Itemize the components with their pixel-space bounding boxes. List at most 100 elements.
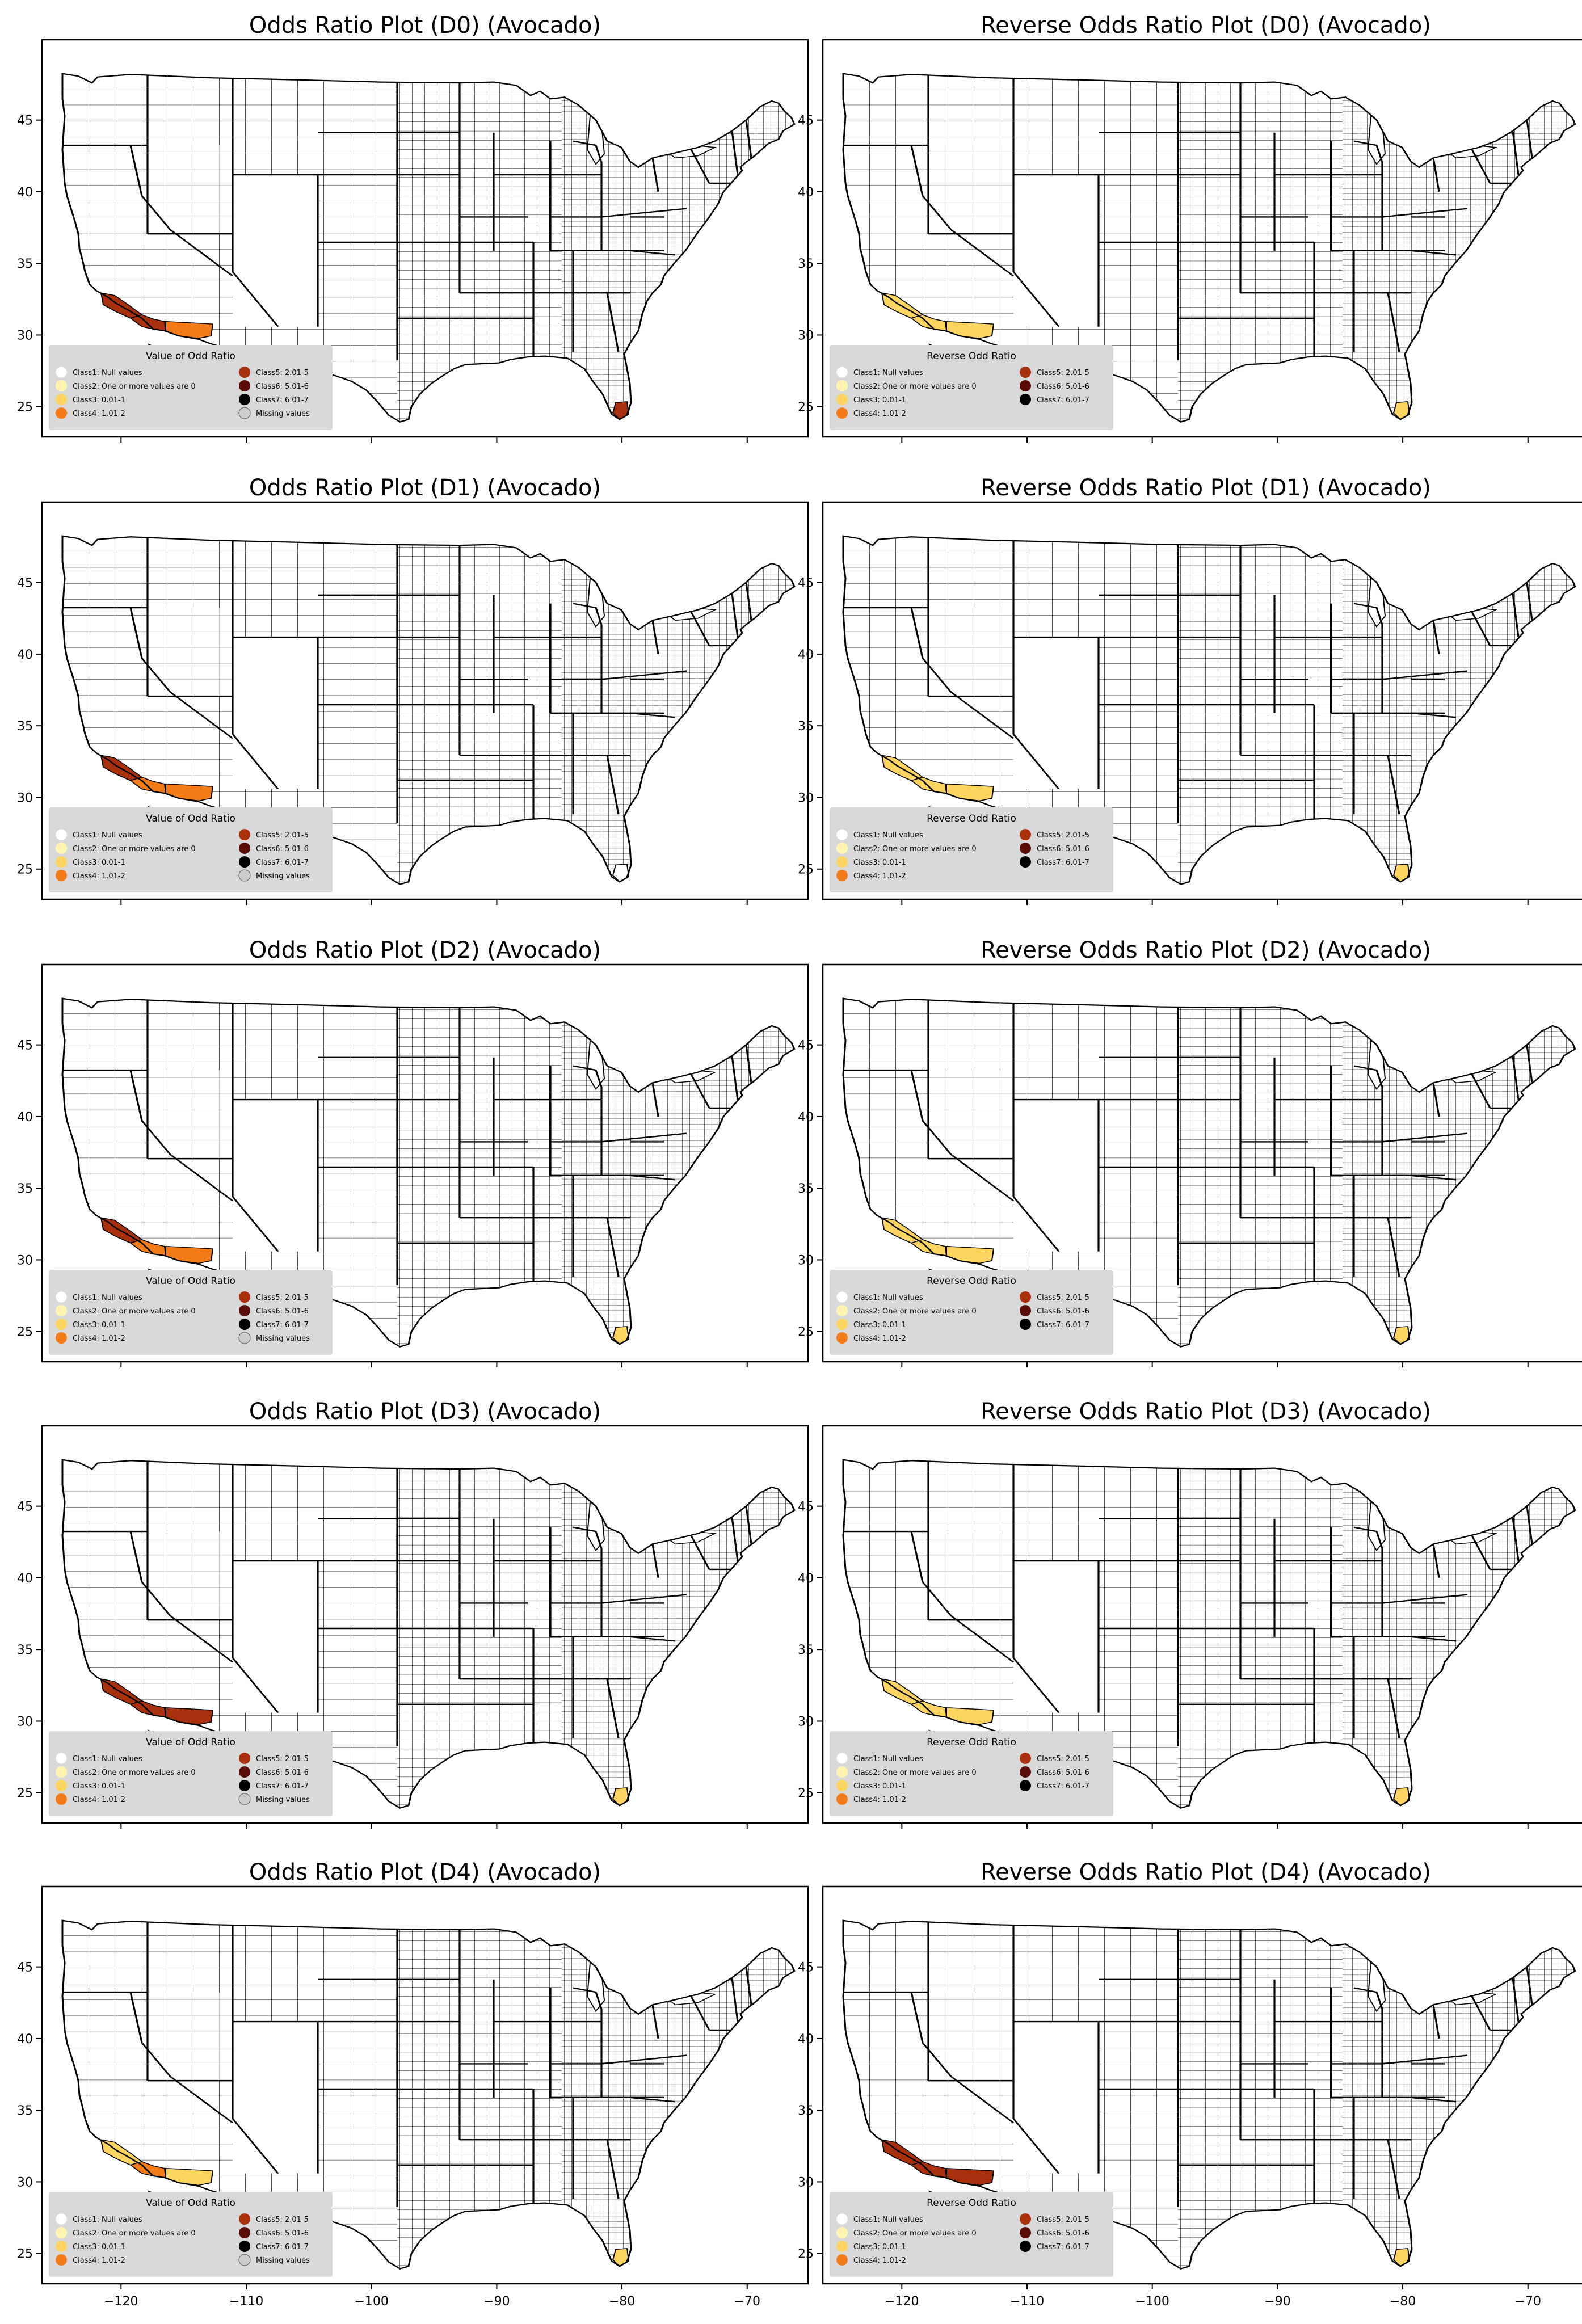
x-tick-label: −80 [1390, 2294, 1416, 2309]
y-tick-label: 40 [798, 1572, 814, 1586]
legend-item: Class1: Null values [73, 1755, 142, 1763]
y-tick-label: 25 [17, 2247, 33, 2262]
legend-item: Class7: 6.01-7 [256, 2243, 309, 2251]
axes-frame [41, 39, 809, 438]
legend-item: Class3: 0.01-1 [73, 1321, 125, 1329]
axes-frame [41, 963, 809, 1363]
legend-item: Class1: Null values [73, 831, 142, 840]
y-tick-label: 45 [17, 576, 33, 591]
y-tick-label: 30 [17, 791, 33, 805]
legend-title: Value of Odd Ratio [146, 351, 235, 362]
legend-marker [836, 828, 848, 841]
legend-marker [239, 394, 250, 405]
x-tick-label: −90 [483, 2294, 510, 2309]
legend-item: Class5: 2.01-5 [1037, 831, 1089, 840]
legend-marker [55, 2213, 68, 2225]
legend-item: Class2: One or more values are 0 [73, 1307, 196, 1316]
y-tick-label: 40 [798, 2032, 814, 2047]
legend: Reverse Odd Ratio Class1: Null values Clas… [830, 807, 1113, 892]
legend-marker [55, 1752, 68, 1765]
legend-item: Class3: 0.01-1 [853, 858, 906, 867]
y-tick-label: 40 [17, 1572, 33, 1586]
y-tick-label: 35 [798, 719, 814, 734]
legend-item: Missing values [256, 1334, 310, 1343]
legend-item: Class2: One or more values are 0 [73, 845, 196, 853]
legend-marker [55, 366, 68, 378]
legend-marker [836, 856, 848, 868]
legend-item: Class6: 5.01-6 [1037, 845, 1089, 853]
legend-title: Value of Odd Ratio [146, 1737, 235, 1748]
legend-marker [1020, 2227, 1031, 2238]
legend-marker [239, 1291, 250, 1303]
y-tick-label: 35 [17, 1643, 33, 1657]
panel-title: Reverse Odds Ratio Plot (D0) (Avocado) [981, 12, 1431, 39]
legend-marker [1020, 1766, 1031, 1778]
legend-item: Class6: 5.01-6 [1037, 382, 1089, 391]
legend-item: Class7: 6.01-7 [1037, 2243, 1089, 2251]
legend-item: Class3: 0.01-1 [853, 1321, 906, 1329]
legend-item: Class2: One or more values are 0 [853, 845, 977, 853]
legend-marker [836, 2254, 848, 2266]
legend-marker [1020, 1291, 1031, 1303]
x-tick-label: −110 [1010, 2294, 1044, 2309]
legend-item: Class5: 2.01-5 [256, 831, 309, 840]
x-tick-label: −100 [354, 2294, 388, 2309]
legend-item: Class7: 6.01-7 [256, 858, 309, 867]
map-panel: Reverse Odds Ratio Plot (D3) (Avocado) Re… [798, 1399, 1582, 1829]
legend-item: Class1: Null values [853, 1294, 923, 1302]
legend-marker [56, 843, 67, 854]
y-tick-label: 25 [798, 1325, 814, 1340]
legend-item: Class5: 2.01-5 [1037, 1294, 1089, 1302]
legend-marker [56, 2241, 67, 2252]
legend-marker [238, 869, 251, 882]
y-tick-label: 30 [798, 791, 814, 805]
legend-item: Class3: 0.01-1 [853, 1782, 906, 1791]
legend-marker [836, 870, 848, 881]
legend-marker [836, 2227, 848, 2238]
y-tick-label: 25 [17, 401, 33, 415]
legend-title: Reverse Odd Ratio [927, 813, 1016, 824]
y-tick-label: 40 [17, 648, 33, 662]
map-panel: Odds Ratio Plot (D0) (Avocado) Value of O… [17, 12, 809, 443]
legend-item: Class1: Null values [73, 1294, 142, 1302]
axes-frame [822, 1425, 1582, 1824]
x-tick-label: −110 [229, 2294, 263, 2309]
y-tick-label: 45 [798, 1039, 814, 1053]
legend-item: Class6: 5.01-6 [256, 2229, 309, 2238]
x-tick-label: −70 [1515, 2294, 1541, 2309]
legend-item: Class6: 5.01-6 [256, 382, 309, 391]
legend-marker [239, 2241, 250, 2252]
legend-marker [55, 1291, 68, 1303]
legend-marker [836, 394, 848, 405]
x-tick-label: −120 [104, 2294, 138, 2309]
legend-marker [239, 2227, 250, 2238]
legend-item: Class1: Null values [73, 369, 142, 377]
x-tick-label: −90 [1264, 2294, 1290, 2309]
x-tick-label: −120 [885, 2294, 919, 2309]
legend-marker [1020, 1753, 1031, 1764]
legend-marker [56, 856, 67, 868]
legend-marker [836, 843, 848, 854]
legend-item: Class4: 1.01-2 [73, 1796, 125, 1804]
legend-item: Class5: 2.01-5 [1037, 1755, 1089, 1763]
map-panel: Reverse Odds Ratio Plot (D0) (Avocado) Re… [798, 12, 1582, 443]
legend-item: Class6: 5.01-6 [1037, 1769, 1089, 1777]
axes-frame [822, 501, 1582, 900]
legend-item: Class7: 6.01-7 [1037, 1782, 1089, 1791]
panel-title: Reverse Odds Ratio Plot (D4) (Avocado) [981, 1859, 1431, 1885]
legend-item: Class6: 5.01-6 [1037, 2229, 1089, 2238]
legend-marker [836, 1793, 848, 1805]
legend-item: Class7: 6.01-7 [256, 1321, 309, 1329]
y-tick-label: 25 [17, 1325, 33, 1340]
legend-marker [239, 1305, 250, 1316]
y-tick-label: 25 [798, 401, 814, 415]
legend-item: Class7: 6.01-7 [1037, 858, 1089, 867]
legend-marker [1020, 843, 1031, 854]
legend-marker [56, 2254, 67, 2266]
legend-title: Reverse Odd Ratio [927, 2197, 1016, 2209]
legend-marker [238, 407, 251, 419]
y-tick-label: 25 [798, 2247, 814, 2262]
legend: Value of Odd Ratio Class1: Null values Cla… [49, 345, 333, 430]
y-tick-label: 30 [798, 329, 814, 343]
